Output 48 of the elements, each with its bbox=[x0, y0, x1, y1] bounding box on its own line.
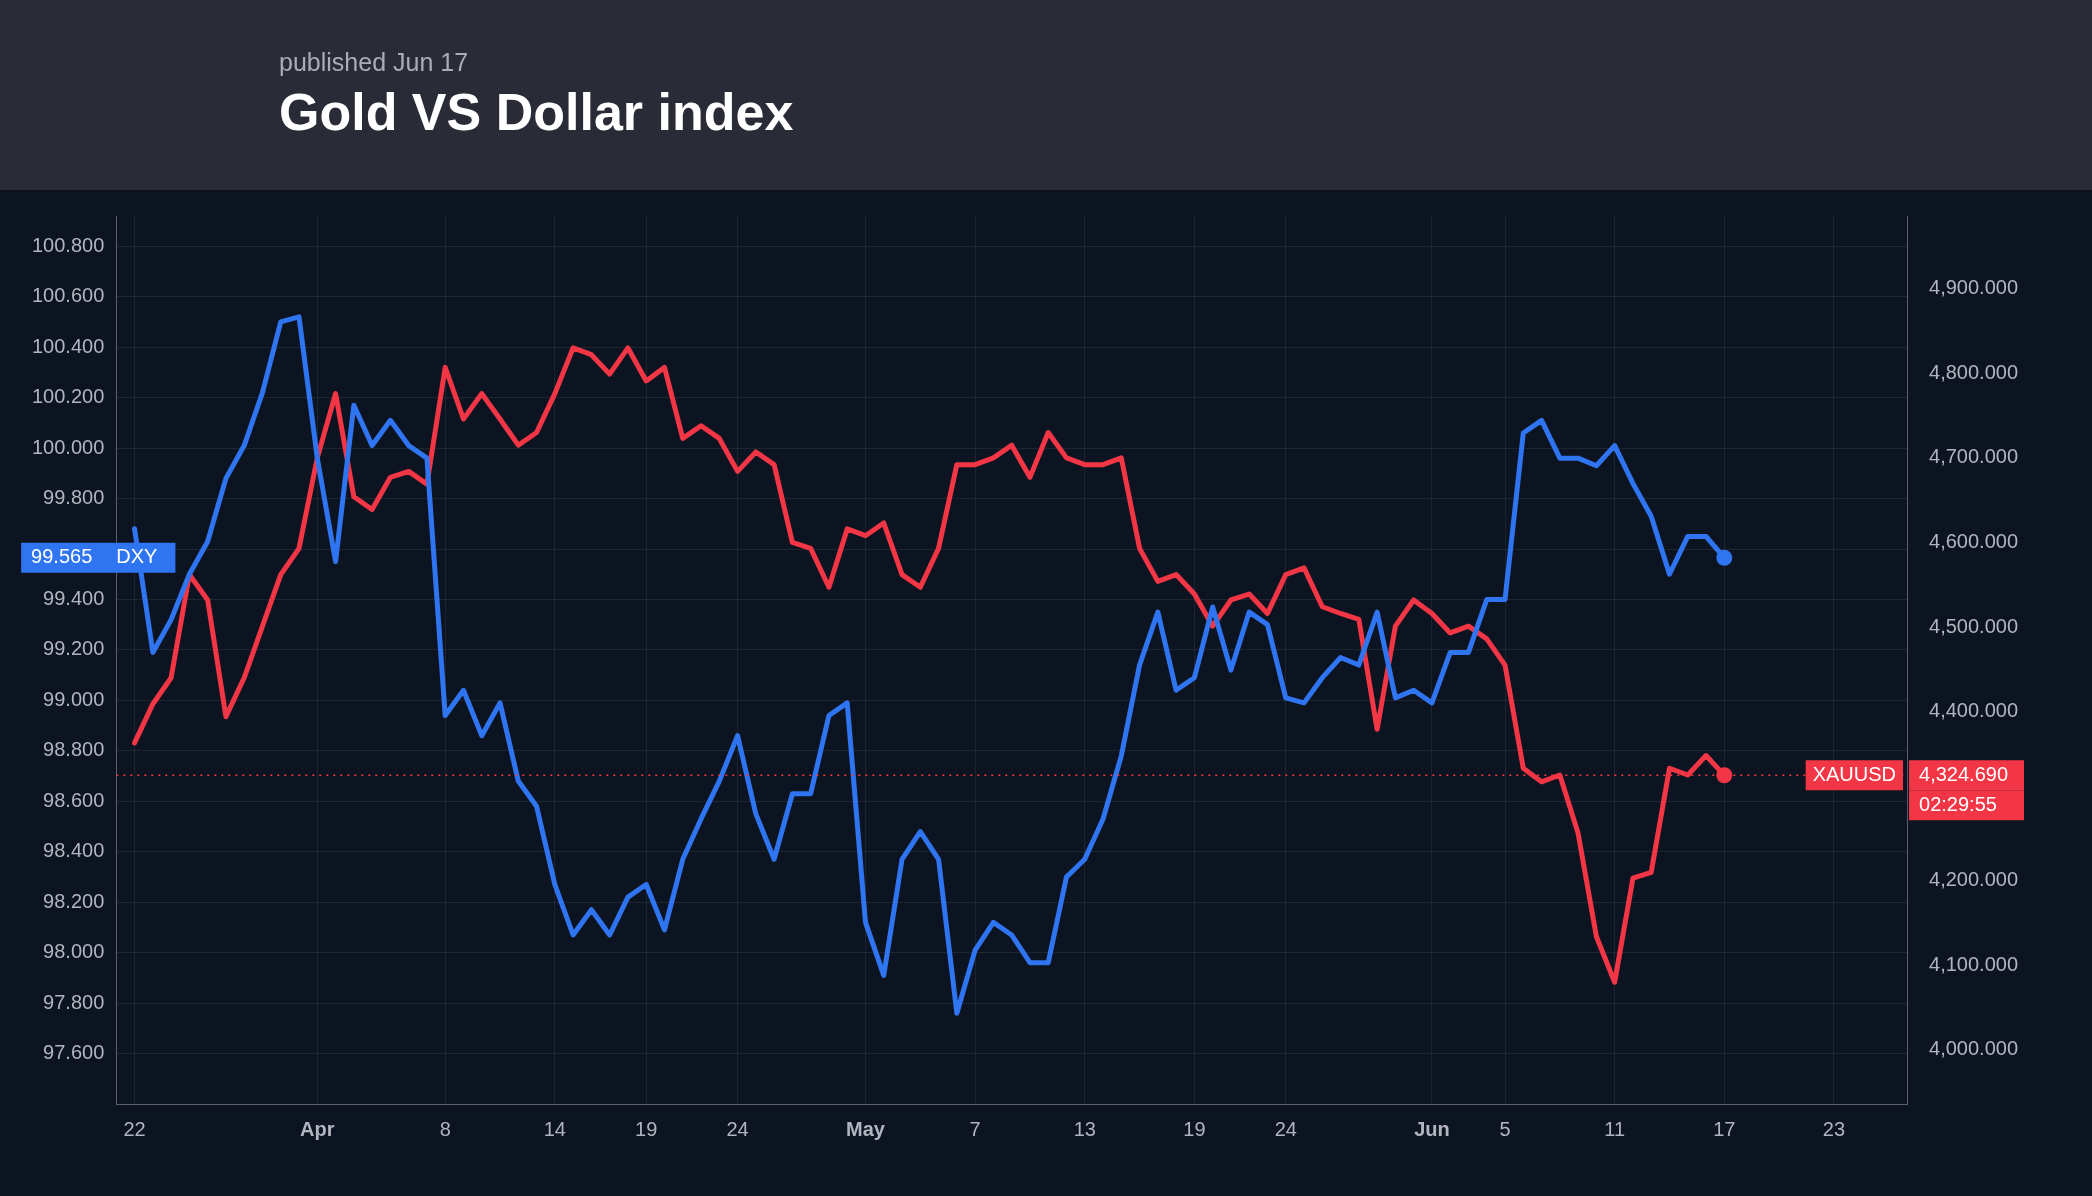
y-tick-label: 100.400 bbox=[32, 334, 105, 357]
x-tick-label: May bbox=[846, 1117, 886, 1140]
x-tick-label: 13 bbox=[1073, 1117, 1096, 1140]
y-tick-label: 98.600 bbox=[43, 788, 105, 811]
y2-tick-label: 4,500.000 bbox=[1929, 614, 2019, 637]
text: 99.565 bbox=[31, 545, 93, 568]
y2-tick-label: 4,400.000 bbox=[1929, 699, 2019, 722]
series-label: DXY bbox=[116, 545, 158, 568]
y-tick-label: 97.600 bbox=[43, 1041, 105, 1064]
y2-tick-label: 4,200.000 bbox=[1929, 868, 2019, 891]
y-tick-label: 99.000 bbox=[43, 687, 105, 710]
x-tick-label: 17 bbox=[1713, 1117, 1736, 1140]
x-tick-label: 11 bbox=[1604, 1117, 1626, 1140]
x-tick-label: 24 bbox=[1274, 1117, 1297, 1140]
y-tick-label: 98.000 bbox=[43, 940, 105, 963]
y-tick-label: 98.800 bbox=[43, 738, 105, 761]
text: XAUUSD bbox=[1812, 762, 1897, 785]
text: 02:29:55 bbox=[1919, 792, 1997, 815]
x-tick-label: 14 bbox=[543, 1117, 566, 1140]
x-tick-label: 8 bbox=[439, 1117, 451, 1140]
y2-tick-label: 4,000.000 bbox=[1929, 1037, 2019, 1060]
y2-tick-label: 4,100.000 bbox=[1929, 952, 2019, 975]
y-tick-label: 98.400 bbox=[43, 839, 105, 862]
y-tick-label: 99.800 bbox=[43, 486, 105, 509]
x-tick-label: 24 bbox=[726, 1117, 749, 1140]
y-tick-label: 97.800 bbox=[43, 990, 105, 1013]
x-tick-label: 19 bbox=[1183, 1117, 1206, 1140]
x-tick-label: 22 bbox=[123, 1117, 146, 1140]
x-tick-label: Apr bbox=[300, 1117, 335, 1140]
y2-tick-label: 4,600.000 bbox=[1929, 529, 2019, 552]
y-tick-label: 100.000 bbox=[32, 435, 105, 458]
text: 4,324.690 bbox=[1919, 762, 2009, 785]
y2-tick-label: 4,900.000 bbox=[1929, 276, 2019, 299]
x-tick-label: 5 bbox=[1499, 1117, 1511, 1140]
y-tick-label: 100.600 bbox=[32, 284, 105, 307]
y-tick-label: 100.800 bbox=[32, 233, 105, 256]
y-tick-label: 99.400 bbox=[43, 586, 105, 609]
y-tick-label: 99.200 bbox=[43, 637, 105, 660]
x-tick-label: 19 bbox=[635, 1117, 658, 1140]
y2-tick-label: 4,700.000 bbox=[1929, 445, 2019, 468]
x-tick-label: 7 bbox=[969, 1117, 981, 1140]
x-tick-label: Jun bbox=[1414, 1117, 1450, 1140]
y2-tick-label: 4,800.000 bbox=[1929, 360, 2019, 383]
y-tick-label: 100.200 bbox=[32, 385, 105, 408]
chart-subtitle: published Jun 17 bbox=[279, 48, 469, 77]
chart-title: Gold VS Dollar index bbox=[279, 82, 794, 142]
x-tick-label: 23 bbox=[1822, 1117, 1846, 1140]
y-tick-label: 98.200 bbox=[43, 889, 105, 912]
